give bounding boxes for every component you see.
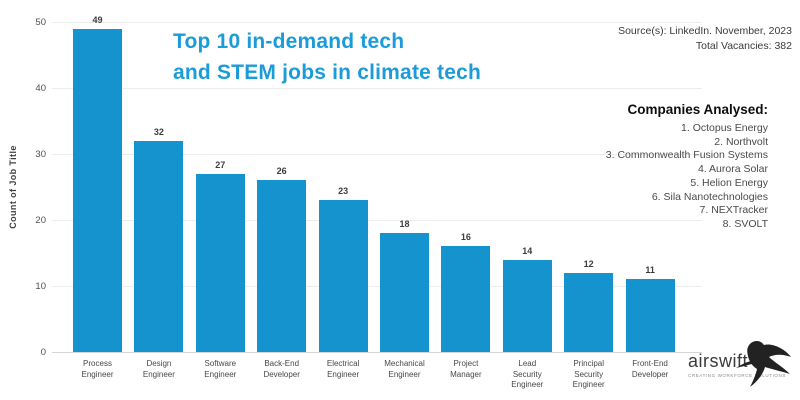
bar-value-label: 23 bbox=[338, 186, 349, 197]
gridline bbox=[52, 22, 702, 23]
page-title: Top 10 in-demand tech and STEM jobs in c… bbox=[173, 26, 481, 88]
gridline bbox=[52, 88, 702, 89]
total-vacancies: Total Vacancies: 382 bbox=[695, 40, 792, 52]
company-item: 2. Northvolt bbox=[714, 135, 768, 148]
bar-4 bbox=[318, 200, 368, 352]
company-item: 6. Sila Nanotechnologies bbox=[651, 190, 768, 203]
page-title-line2: and STEM jobs in climate tech bbox=[173, 61, 482, 84]
company-item: 5. Helion Energy bbox=[690, 176, 768, 189]
x-axis-baseline bbox=[52, 352, 702, 353]
x-axis-label: Principal Security Engineer bbox=[572, 359, 605, 389]
x-axis-label: Front-End Developer bbox=[631, 359, 669, 379]
y-axis-title: Count of Job Title bbox=[8, 145, 18, 229]
bar-value-label: 11 bbox=[645, 265, 655, 276]
bar-2 bbox=[195, 173, 245, 352]
airswift-logo-tagline: CREATING WORKFORCE SOLUTIONS bbox=[688, 373, 786, 378]
x-axis-label: Electrical Engineer bbox=[326, 359, 360, 379]
company-item: 7. NEXTracker bbox=[699, 204, 768, 217]
airswift-logo-text: airswift bbox=[688, 351, 749, 371]
bar-3 bbox=[257, 180, 307, 352]
bar-1 bbox=[134, 140, 184, 352]
bar-value-label: 49 bbox=[92, 14, 103, 25]
bar-value-label: 32 bbox=[153, 126, 164, 137]
bar-5 bbox=[380, 233, 429, 352]
companies-list: 1. Octopus Energy 2. Northvolt 3. Commonwe… bbox=[606, 122, 768, 232]
y-tick-label: 10 bbox=[35, 280, 46, 292]
x-axis-label: Software Engineer bbox=[204, 359, 237, 379]
y-tick-label: 30 bbox=[35, 148, 46, 160]
airswift-logo: airswift CREATING WORKFORCE SOLUTIONS bbox=[688, 341, 793, 396]
page-title-line1: Top 10 in-demand tech bbox=[173, 30, 405, 53]
y-tick-label: 0 bbox=[40, 346, 46, 358]
source-note: Source(s): LinkedIn. November, 2023 Tota… bbox=[618, 24, 792, 54]
companies-heading: Companies Analysed: bbox=[627, 102, 768, 117]
bar-0 bbox=[73, 28, 122, 352]
bar-value-label: 27 bbox=[215, 159, 226, 170]
company-item: 8. SVOLT bbox=[722, 217, 768, 230]
bar-value-label: 12 bbox=[583, 258, 594, 269]
y-tick-label: 20 bbox=[35, 214, 46, 226]
y-tick-label: 50 bbox=[35, 16, 46, 28]
company-item: 4. Aurora Solar bbox=[697, 163, 768, 176]
bar-8 bbox=[564, 272, 614, 352]
bar-value-label: 26 bbox=[276, 166, 287, 177]
company-item: 1. Octopus Energy bbox=[681, 122, 768, 134]
bar-value-label: 16 bbox=[460, 232, 471, 243]
x-axis-label: Process Engineer bbox=[81, 359, 114, 379]
bar-6 bbox=[441, 246, 491, 352]
gridline bbox=[52, 220, 702, 221]
companies-analysed: Companies Analysed: 1. Octopus Energy 2. … bbox=[606, 102, 768, 232]
gridline bbox=[52, 154, 702, 155]
x-axis-label: Mechanical Engineer bbox=[384, 359, 425, 379]
x-axis-label: Lead Security Engineer bbox=[511, 359, 544, 389]
y-tick-label: 40 bbox=[35, 82, 46, 94]
x-axis-label: Design Engineer bbox=[142, 359, 175, 379]
swift-bird-icon bbox=[736, 341, 791, 387]
bar-value-label: 14 bbox=[522, 245, 533, 256]
x-axis-label: Project Manager bbox=[450, 359, 482, 379]
bar-7 bbox=[502, 259, 552, 352]
source-line: Source(s): LinkedIn. November, 2023 bbox=[618, 25, 792, 37]
gridline bbox=[52, 286, 702, 287]
x-axis-label: Back-End Developer bbox=[263, 359, 300, 379]
company-item: 3. Commonwealth Fusion Systems bbox=[605, 149, 768, 162]
bar-value-label: 18 bbox=[399, 219, 410, 230]
bar-9 bbox=[625, 279, 675, 352]
